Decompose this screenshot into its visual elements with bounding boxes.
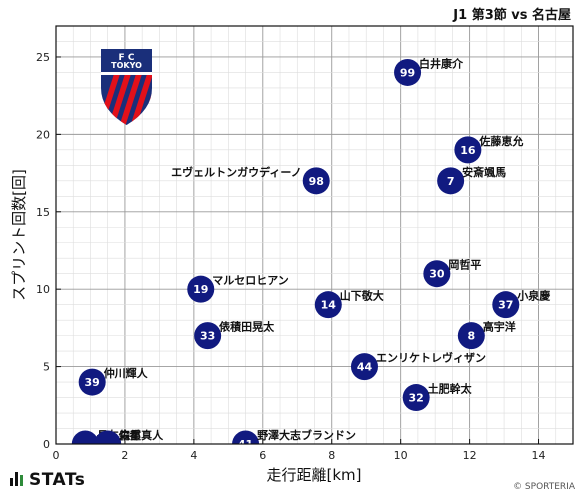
player-name: 森重真人 <box>119 428 164 442</box>
player-marker <box>457 322 485 350</box>
player-number: 37 <box>498 299 513 312</box>
player-marker <box>232 430 260 444</box>
player-marker <box>187 275 215 303</box>
player-number: 8 <box>467 330 475 343</box>
player-name: 山下敬大 <box>340 289 384 303</box>
player-point: 41 <box>232 430 260 451</box>
player-point: 19 <box>187 275 215 303</box>
player-number: 41 <box>238 438 253 451</box>
crest-stripe <box>151 74 152 125</box>
player-number: 99 <box>400 66 415 79</box>
player-point: 30 <box>423 260 451 288</box>
player-name: 仲川輝人 <box>104 366 149 380</box>
x-tick-label: 8 <box>328 449 335 462</box>
stats-bars-icon <box>10 472 24 486</box>
player-point: 39 <box>78 368 106 396</box>
player-marker <box>454 136 482 164</box>
player-point: 99 <box>394 58 422 86</box>
y-tick-label: 20 <box>36 128 50 141</box>
x-tick-label: 12 <box>463 449 477 462</box>
player-number: 7 <box>447 175 455 188</box>
player-name: 俵積田晃太 <box>219 320 275 334</box>
x-axis-title: 走行距離[km] <box>266 466 361 484</box>
player-marker <box>437 167 465 195</box>
crest-tokyo-text: TOKYO <box>111 61 142 70</box>
player-name: マルセロヒアン <box>212 274 289 287</box>
player-name: 安斎颯馬 <box>462 165 506 179</box>
x-tick-label: 10 <box>394 449 408 462</box>
player-marker <box>314 291 342 319</box>
fc-tokyo-crest: F C TOKYO <box>101 49 186 130</box>
player-number: 19 <box>193 283 208 296</box>
player-name: 野澤大志ブランドン <box>257 428 356 442</box>
crest-stripe <box>162 74 186 130</box>
player-point: 8 <box>457 322 485 350</box>
player-point: 7 <box>437 167 465 195</box>
player-name: 高宇洋 <box>483 320 516 334</box>
y-tick-label: 15 <box>36 206 50 219</box>
player-point: 33 <box>194 322 222 350</box>
player-name: 白井康介 <box>419 56 464 70</box>
player-name: エヴェルトンガウディーノ <box>171 165 302 179</box>
crest-fc-text: F C <box>119 53 135 63</box>
y-tick-label: 10 <box>36 283 50 296</box>
y-axis-title: スプリント回数[回] <box>10 169 28 301</box>
player-name: 岡哲平 <box>448 258 481 272</box>
player-number: 39 <box>85 376 100 389</box>
player-marker <box>302 167 330 195</box>
player-name: 小泉慶 <box>516 289 550 303</box>
x-tick-label: 4 <box>190 449 197 462</box>
player-number: 44 <box>357 361 373 374</box>
plot-frame <box>55 25 574 445</box>
stats-brand: STATs <box>10 470 85 490</box>
player-point: 98 <box>302 167 330 195</box>
player-name: 土肥幹太 <box>428 382 473 396</box>
axis-ticks: 0 2 4 6 8 10 12 14 0 5 10 15 20 25 <box>36 51 546 462</box>
player-number: 14 <box>321 299 337 312</box>
player-point: 37 <box>492 291 520 319</box>
player-marker <box>71 430 99 444</box>
player-point: 44 <box>350 353 378 381</box>
player-marker <box>78 368 106 396</box>
y-tick-label: 25 <box>36 51 50 64</box>
x-tick-label: 0 <box>53 449 60 462</box>
player-marker <box>194 322 222 350</box>
x-tick-label: 14 <box>532 449 546 462</box>
player-point <box>94 430 122 444</box>
player-marker <box>394 58 422 86</box>
copyright: © SPORTERIA <box>513 482 575 492</box>
player-number: 16 <box>460 144 476 157</box>
player-marker <box>492 291 520 319</box>
crest-stripe <box>129 74 152 125</box>
player-name: エンリケトレヴィザン <box>376 351 486 365</box>
player-number: 33 <box>200 330 215 343</box>
player-marker <box>350 353 378 381</box>
brand-text: STATs <box>29 470 86 490</box>
crest-band <box>101 72 152 75</box>
y-tick-label: 0 <box>43 438 50 451</box>
match-title: J1 第3節 vs 名古屋 <box>453 8 571 23</box>
player-point: 14 <box>314 291 342 319</box>
player-name: 佐藤恵允 <box>478 134 523 148</box>
player-point <box>71 430 99 444</box>
x-tick-label: 6 <box>259 449 266 462</box>
player-marker <box>94 430 122 444</box>
player-number: 98 <box>309 175 324 188</box>
crest-stripe <box>118 74 142 125</box>
player-number: 32 <box>409 392 424 405</box>
y-tick-label: 5 <box>43 361 50 374</box>
player-number: 30 <box>429 268 445 281</box>
player-point: 32 <box>402 384 430 412</box>
player-marker <box>423 260 451 288</box>
player-marker <box>402 384 430 412</box>
player-point: 16 <box>454 136 482 164</box>
x-tick-label: 2 <box>121 449 128 462</box>
